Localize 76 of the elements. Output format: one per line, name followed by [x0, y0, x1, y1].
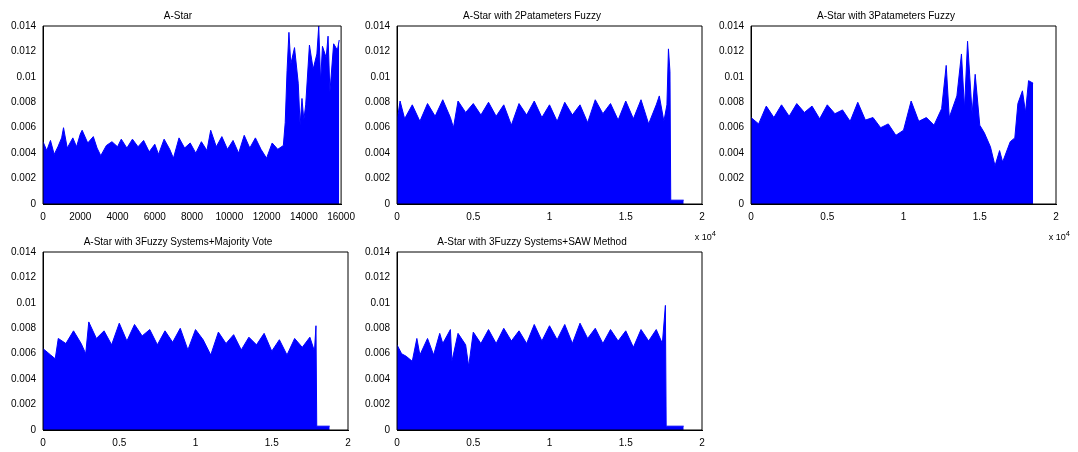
x-tick-label: 16000 — [327, 210, 356, 222]
chart-title: A-Star with 2Patameters Fuzzy — [463, 9, 601, 21]
y-tick-label: 0.008 — [718, 96, 745, 108]
x-tick-label: 10000 — [215, 210, 244, 222]
chart-title: A-Star with 3Patameters Fuzzy — [817, 9, 955, 21]
y-tick-label: 0 — [384, 423, 391, 435]
text: x 10$^{4}$ — [694, 229, 716, 242]
x-tick-label: 6000 — [143, 210, 167, 222]
x-tick-label: 1 — [546, 210, 553, 222]
y-tick-label: 0.002 — [364, 398, 391, 410]
y-tick-label: 0.004 — [718, 146, 745, 158]
y-tick-label: 0.01 — [724, 70, 745, 82]
x-tick-label: 1.5 — [618, 210, 634, 222]
y-tick-label: 0.002 — [718, 172, 745, 184]
x-tick-label: 1.5 — [264, 436, 280, 448]
x-tick-label: 2 — [699, 436, 706, 448]
x-tick-label: 4000 — [106, 210, 130, 222]
y-tick-label: 0.006 — [364, 347, 391, 359]
y-tick-label: 0.014 — [10, 245, 37, 257]
y-tick-label: 0.012 — [718, 45, 745, 57]
y-tick-label: 0.004 — [364, 372, 391, 384]
y-tick-label: 0.014 — [364, 245, 391, 257]
y-tick-label: 0.014 — [10, 19, 37, 31]
x-tick-label: 14000 — [289, 210, 319, 222]
x-tick-label: 1.5 — [972, 210, 988, 222]
y-tick-label: 0.012 — [364, 45, 391, 57]
y-tick-label: 0.002 — [364, 172, 391, 184]
text: x 10$^{4}$ — [1048, 229, 1070, 242]
y-tick-label: 0.008 — [10, 322, 37, 334]
y-tick-label: 0 — [30, 423, 37, 435]
y-tick-label: 0.006 — [718, 121, 745, 133]
y-tick-label: 0.014 — [364, 19, 391, 31]
y-tick-label: 0.01 — [16, 70, 37, 82]
chart-title: A-Star with 3Fuzzy Systems+SAW Method — [437, 235, 627, 247]
y-tick-label: 0.014 — [718, 19, 745, 31]
y-tick-label: 0.002 — [10, 172, 37, 184]
y-tick-label: 0.01 — [16, 296, 37, 308]
y-tick-label: 0.006 — [10, 347, 37, 359]
x-tick-label: 8000 — [180, 210, 204, 222]
y-tick-label: 0.008 — [10, 96, 37, 108]
x-tick-label: 0 — [394, 436, 401, 448]
y-tick-label: 0 — [384, 197, 391, 209]
y-tick-label: 0.008 — [364, 96, 391, 108]
y-tick-label: 0 — [738, 197, 745, 209]
x-tick-label: 2 — [345, 436, 352, 448]
x-tick-label: 1.5 — [618, 436, 634, 448]
y-tick-label: 0.004 — [10, 146, 37, 158]
x-tick-label: 12000 — [252, 210, 281, 222]
y-tick-label: 0.012 — [10, 45, 37, 57]
y-tick-label: 0.006 — [10, 121, 37, 133]
x-tick-label: 1 — [546, 436, 553, 448]
x-tick-label: 2000 — [69, 210, 92, 222]
y-tick-label: 0.008 — [364, 322, 391, 334]
y-tick-label: 0.002 — [10, 398, 37, 410]
x-tick-label: 0.5 — [466, 210, 481, 222]
x-tick-label: 2 — [699, 210, 706, 222]
x-tick-label: 2 — [1053, 210, 1060, 222]
y-tick-label: 0 — [30, 197, 37, 209]
y-tick-label: 0.004 — [10, 372, 37, 384]
x-tick-label: 1 — [900, 210, 907, 222]
x-tick-label: 0 — [40, 210, 47, 222]
x-tick-label: 0 — [40, 436, 47, 448]
y-tick-label: 0.01 — [370, 70, 391, 82]
y-tick-label: 0.01 — [370, 296, 391, 308]
x-tick-label: 1 — [192, 436, 199, 448]
y-tick-label: 0.012 — [364, 271, 391, 283]
x-tick-label: 0.5 — [820, 210, 835, 222]
x-tick-label: 0.5 — [466, 436, 481, 448]
y-tick-label: 0.012 — [10, 271, 37, 283]
y-tick-label: 0.006 — [364, 121, 391, 133]
chart-title: A-Star — [163, 9, 193, 21]
chart-title: A-Star with 3Fuzzy Systems+Majority Vote — [83, 235, 273, 247]
x-tick-label: 0 — [748, 210, 755, 222]
y-tick-label: 0.004 — [364, 146, 391, 158]
x-tick-label: 0.5 — [112, 436, 127, 448]
x-tick-label: 0 — [394, 210, 401, 222]
